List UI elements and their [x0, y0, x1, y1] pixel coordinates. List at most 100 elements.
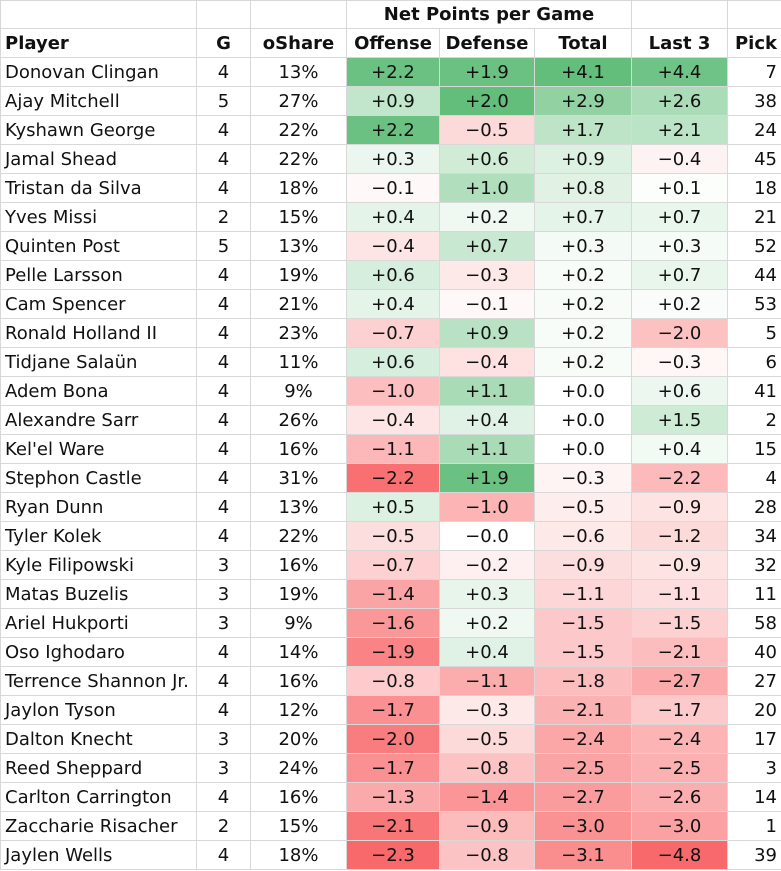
table-row: Tyler Kolek 4 22% −0.5 −0.0 −0.6 −1.2 34 [0, 521, 781, 551]
cell-last3: +0.4 [631, 434, 728, 464]
cell-defense: −0.5 [439, 724, 535, 754]
cell-player: Matas Buzelis [0, 579, 197, 609]
cell-offense: +2.2 [346, 115, 440, 145]
cell-oshare: 26% [250, 405, 347, 435]
cell-games: 3 [196, 608, 251, 638]
cell-defense: +0.2 [439, 608, 535, 638]
cell-games: 4 [196, 173, 251, 203]
cell-offense: +0.5 [346, 492, 440, 522]
cell-offense: +0.6 [346, 260, 440, 290]
cell-games: 3 [196, 724, 251, 754]
cell-defense: −0.5 [439, 115, 535, 145]
table-row: Reed Sheppard 3 24% −1.7 −0.8 −2.5 −2.5 3 [0, 753, 781, 783]
cell-games: 4 [196, 144, 251, 174]
cell-last3: −2.0 [631, 318, 728, 348]
cell-last3: −3.0 [631, 811, 728, 841]
cell-total: +0.9 [534, 144, 632, 174]
table-row: Quinten Post 5 13% −0.4 +0.7 +0.3 +0.3 52 [0, 231, 781, 261]
cell-defense: +2.0 [439, 86, 535, 116]
cell-player: Ajay Mitchell [0, 86, 197, 116]
cell-offense: −1.0 [346, 376, 440, 406]
cell-defense: +0.6 [439, 144, 535, 174]
col-header-player[interactable]: Player [0, 28, 197, 58]
table-row: Yves Missi 2 15% +0.4 +0.2 +0.7 +0.7 21 [0, 202, 781, 232]
cell-offense: −2.0 [346, 724, 440, 754]
super-header-spacer [0, 0, 197, 29]
cell-total: +0.3 [534, 231, 632, 261]
super-header-spacer [196, 0, 251, 29]
cell-total: −0.9 [534, 550, 632, 580]
cell-games: 5 [196, 86, 251, 116]
cell-total: +0.0 [534, 376, 632, 406]
cell-total: +0.7 [534, 202, 632, 232]
col-header-last3[interactable]: Last 3 [631, 28, 728, 58]
cell-last3: +0.7 [631, 260, 728, 290]
col-header-defense[interactable]: Defense [439, 28, 535, 58]
cell-total: +0.2 [534, 318, 632, 348]
cell-total: −2.5 [534, 753, 632, 783]
table-row: Tristan da Silva 4 18% −0.1 +1.0 +0.8 +0.1 18 [0, 173, 781, 203]
col-header-oshare[interactable]: oShare [250, 28, 347, 58]
table-row: Terrence Shannon Jr. 4 16% −0.8 −1.1 −1.8 −2.7… [0, 666, 781, 696]
table-row: Kyshawn George 4 22% +2.2 −0.5 +1.7 +2.1 24 [0, 115, 781, 145]
cell-player: Dalton Knecht [0, 724, 197, 754]
cell-offense: +2.2 [346, 57, 440, 87]
super-header-row: Net Points per Game [0, 0, 781, 29]
cell-offense: −0.4 [346, 231, 440, 261]
cell-oshare: 20% [250, 724, 347, 754]
cell-offense: −1.4 [346, 579, 440, 609]
cell-pick: 20 [727, 695, 781, 725]
cell-pick: 11 [727, 579, 781, 609]
cell-total: −3.1 [534, 840, 632, 870]
cell-last3: −2.2 [631, 463, 728, 493]
col-header-offense[interactable]: Offense [346, 28, 440, 58]
cell-player: Yves Missi [0, 202, 197, 232]
cell-last3: +0.1 [631, 173, 728, 203]
cell-offense: −2.1 [346, 811, 440, 841]
cell-oshare: 13% [250, 231, 347, 261]
cell-last3: +0.3 [631, 231, 728, 261]
cell-total: −0.5 [534, 492, 632, 522]
cell-total: +0.8 [534, 173, 632, 203]
cell-last3: −0.3 [631, 347, 728, 377]
cell-pick: 28 [727, 492, 781, 522]
cell-last3: +0.2 [631, 289, 728, 319]
cell-oshare: 13% [250, 57, 347, 87]
table-row: Zaccharie Risacher 2 15% −2.1 −0.9 −3.0 −3.0 1 [0, 811, 781, 841]
cell-pick: 52 [727, 231, 781, 261]
cell-games: 4 [196, 521, 251, 551]
col-header-g[interactable]: G [196, 28, 251, 58]
cell-defense: −0.8 [439, 753, 535, 783]
cell-total: −2.1 [534, 695, 632, 725]
cell-games: 4 [196, 115, 251, 145]
col-header-pick[interactable]: Pick [727, 28, 781, 58]
col-header-total[interactable]: Total [534, 28, 632, 58]
cell-games: 4 [196, 637, 251, 667]
cell-pick: 2 [727, 405, 781, 435]
cell-games: 4 [196, 840, 251, 870]
cell-total: −0.6 [534, 521, 632, 551]
cell-offense: −2.3 [346, 840, 440, 870]
cell-oshare: 19% [250, 260, 347, 290]
cell-player: Oso Ighodaro [0, 637, 197, 667]
cell-pick: 44 [727, 260, 781, 290]
cell-last3: −2.6 [631, 782, 728, 812]
cell-offense: −0.7 [346, 318, 440, 348]
cell-last3: −1.5 [631, 608, 728, 638]
cell-total: +0.2 [534, 260, 632, 290]
cell-pick: 39 [727, 840, 781, 870]
cell-games: 3 [196, 550, 251, 580]
cell-total: +1.7 [534, 115, 632, 145]
cell-pick: 24 [727, 115, 781, 145]
cell-oshare: 12% [250, 695, 347, 725]
cell-total: +0.0 [534, 434, 632, 464]
cell-games: 3 [196, 579, 251, 609]
cell-defense: +1.1 [439, 434, 535, 464]
cell-defense: −1.0 [439, 492, 535, 522]
cell-last3: +0.7 [631, 202, 728, 232]
cell-games: 3 [196, 753, 251, 783]
table-row: Dalton Knecht 3 20% −2.0 −0.5 −2.4 −2.4 17 [0, 724, 781, 754]
cell-pick: 4 [727, 463, 781, 493]
cell-games: 4 [196, 347, 251, 377]
cell-defense: +1.1 [439, 376, 535, 406]
